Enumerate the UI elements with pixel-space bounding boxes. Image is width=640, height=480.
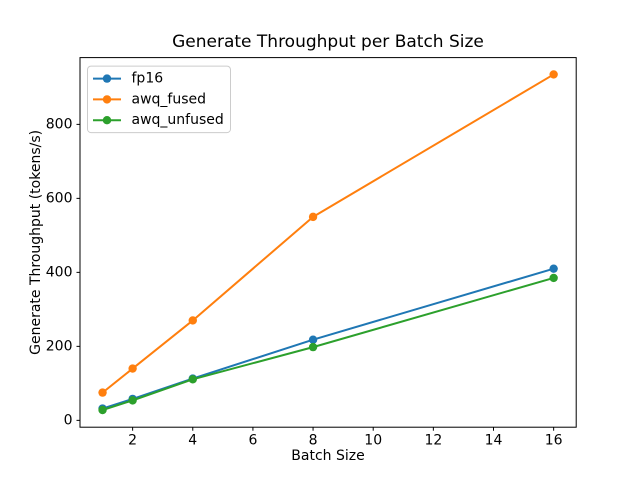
y-tick-label: 200 [46,338,73,354]
data-point-awq_fused [128,364,137,373]
x-axis-label: Batch Size [291,448,364,464]
legend-marker-fp16 [102,74,112,83]
data-point-awq_fused [188,316,197,325]
legend-label-awq_fused: awq_fused [132,91,207,107]
x-tick-label: 6 [248,433,257,449]
x-tick-label: 16 [545,433,563,449]
data-point-fp16 [549,264,558,273]
legend-box [87,65,231,134]
x-tick-label: 10 [364,433,382,449]
y-tick-label: 800 [46,116,73,132]
data-point-fp16 [308,335,318,344]
data-point-awq_fused [549,70,558,79]
x-tick-label: 8 [309,433,318,449]
x-tick-label: 4 [188,433,197,449]
y-axis-label: Generate Throughput (tokens/s) [28,130,44,355]
data-point-awq_fused [98,388,107,397]
data-point-awq_unfused [128,396,137,405]
legend-label-awq_unfused: awq_unfused [132,112,224,128]
axes-spines [79,57,577,428]
x-tick-label: 14 [485,433,503,449]
y-tick-label: 0 [64,412,73,428]
y-tick-label: 400 [46,264,73,280]
series-line-awq_unfused [101,276,555,411]
legend-marker-awq_fused [102,95,112,104]
data-point-awq_unfused [549,273,558,283]
y-tick-label: 600 [46,190,73,206]
data-point-awq_fused [308,212,318,222]
plot-area: 2 4 6 8 10 12 14 16 0 200 400 600 800 fp16 awq_fusedaw… [46,57,577,449]
x-tick-label: 12 [424,433,442,449]
legend-label-fp16: fp16 [132,71,164,87]
x-tick-label: 2 [128,433,137,449]
data-point-awq_unfused [98,405,107,415]
data-point-awq_unfused [188,375,197,384]
data-point-awq_unfused [308,342,318,352]
legend-marker-awq_unfused [102,116,112,125]
chart-title: Generate Throughput per Batch Size [172,32,484,52]
